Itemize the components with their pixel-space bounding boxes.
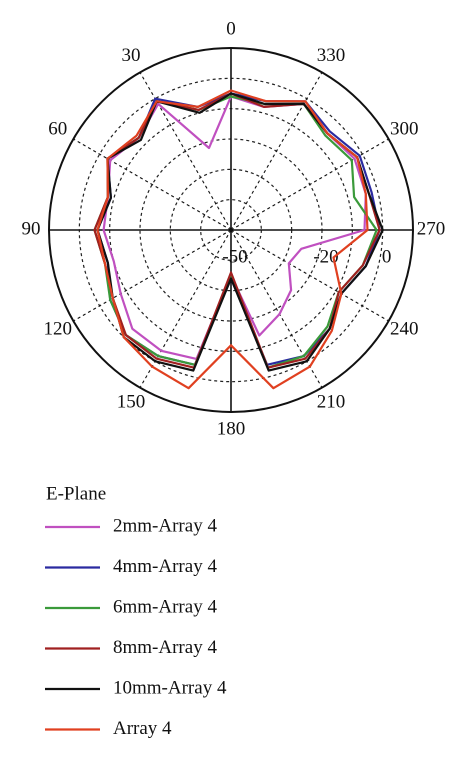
series-line [96,89,369,390]
spoke [139,72,232,231]
legend-label: 2mm-Array 4 [113,515,217,536]
angle-label: 180 [217,418,246,439]
legend-label: 6mm-Array 4 [113,596,217,617]
spoke [73,229,232,322]
legend-title: E-Plane [46,483,106,504]
legend-label: 8mm-Array 4 [113,637,217,658]
legend-label: 10mm-Array 4 [113,677,227,698]
angle-label: 90 [22,218,41,239]
spoke [230,229,389,322]
angle-label: 120 [44,318,73,339]
r-tick-label: 0 [382,246,392,267]
spoke [230,138,389,231]
spoke [73,138,232,231]
angle-label: 150 [117,392,146,413]
angle-label: 270 [417,218,446,239]
legend-label: Array 4 [113,718,172,739]
angle-label: 30 [122,45,141,66]
legend-label: 4mm-Array 4 [113,556,217,577]
r-tick-label: -20 [313,246,338,267]
angle-label: 330 [317,45,346,66]
angle-label: 240 [390,318,419,339]
angle-label: 0 [226,18,236,39]
r-tick-label: -50 [222,246,247,267]
angle-label: 210 [317,392,346,413]
spoke [230,72,323,231]
series-line [93,95,378,369]
angle-label: 60 [48,118,67,139]
angle-label: 300 [390,118,419,139]
